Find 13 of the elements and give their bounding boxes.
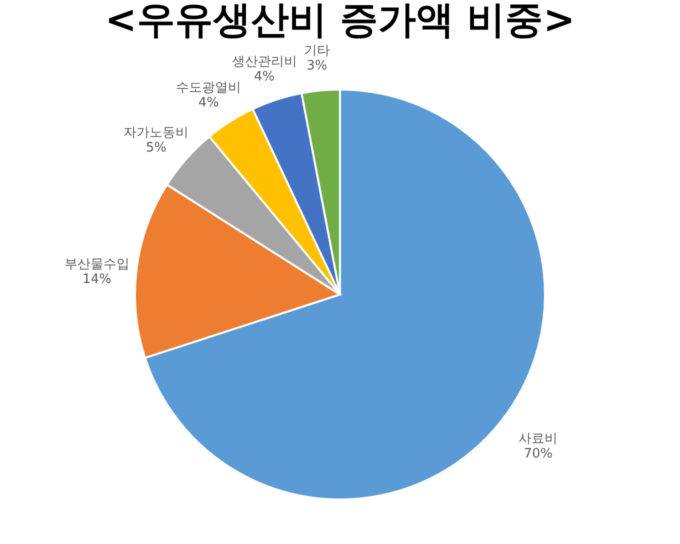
data-label: 4% (254, 69, 275, 84)
data-label: 70% (524, 446, 553, 462)
slice-label: 생산관리비 (232, 54, 297, 70)
data-label: 3% (306, 58, 328, 74)
data-label: 14% (82, 272, 112, 287)
chart-title: <우유생산비 증가액 비중> (104, 0, 576, 42)
slice-label: 기타 (304, 44, 330, 59)
slice-label: 사료비 (518, 432, 558, 447)
slice-label: 수도광열비 (176, 80, 242, 96)
data-label: 4% (198, 96, 220, 111)
data-label: 5% (146, 140, 167, 156)
slice-label: 부산물수입 (64, 256, 130, 272)
slice-label: 자가노동비 (124, 125, 189, 140)
